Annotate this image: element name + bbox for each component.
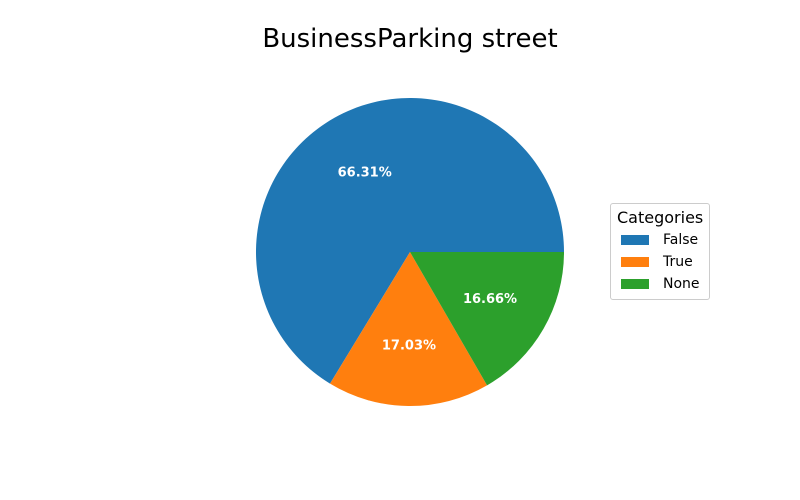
legend-label-false: False bbox=[663, 232, 699, 248]
slice-label-false: 66.31% bbox=[338, 165, 392, 180]
legend-item-false: False bbox=[617, 229, 703, 251]
legend-swatch-false bbox=[621, 235, 649, 245]
legend-swatch-none bbox=[621, 279, 649, 289]
legend-title: Categories bbox=[617, 208, 704, 227]
legend-item-true: True bbox=[617, 251, 703, 273]
chart-title: BusinessParking street bbox=[262, 24, 558, 54]
pie-slice-labels: 66.31% 17.03% 16.66% bbox=[338, 165, 517, 353]
legend-label-true: True bbox=[663, 254, 693, 270]
pie-slice-none bbox=[410, 252, 564, 386]
legend-swatch-true bbox=[621, 257, 649, 267]
legend-label-none: None bbox=[663, 276, 700, 292]
pie-slice-true bbox=[330, 252, 488, 407]
slice-label-none: 16.66% bbox=[463, 292, 517, 307]
legend: Categories False True None bbox=[610, 203, 710, 300]
pie-slice-false bbox=[256, 97, 564, 384]
legend-item-none: None bbox=[617, 273, 703, 295]
slice-label-true: 17.03% bbox=[382, 338, 436, 353]
pie-slices bbox=[256, 97, 564, 407]
